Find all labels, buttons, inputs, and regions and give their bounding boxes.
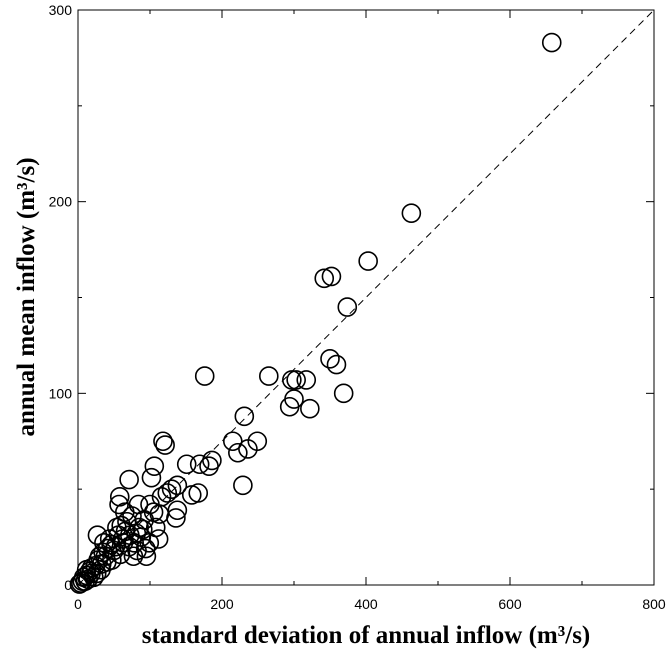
data-points-group <box>69 32 562 594</box>
data-point <box>123 546 144 567</box>
data-point <box>314 268 335 289</box>
ticks-group: 0 200 400 600 800 0 100 200 300 <box>49 2 666 612</box>
data-point <box>141 467 162 488</box>
data-point <box>258 366 279 386</box>
data-point <box>234 406 255 427</box>
data-point <box>112 529 133 549</box>
data-point <box>238 439 258 459</box>
data-point <box>115 502 135 522</box>
data-point <box>321 266 342 287</box>
data-point <box>155 435 175 455</box>
y-tick-label: 300 <box>49 2 73 18</box>
data-point <box>101 534 121 555</box>
y-axis-title: annual mean inflow (m³/s) <box>13 157 40 436</box>
data-point <box>337 297 358 317</box>
x-tick-label: 600 <box>498 596 522 612</box>
x-axis-title: standard deviation of annual inflow (m³/… <box>142 622 591 649</box>
data-point <box>279 396 300 417</box>
data-point <box>401 203 422 223</box>
data-point <box>119 469 139 490</box>
data-point <box>228 442 248 463</box>
data-point <box>541 32 562 53</box>
x-tick-label: 0 <box>74 596 82 612</box>
data-point <box>129 517 149 538</box>
data-point <box>320 349 340 369</box>
data-point <box>144 456 165 476</box>
x-tick-label: 800 <box>642 596 666 612</box>
data-point <box>282 370 302 390</box>
data-point <box>91 559 111 580</box>
data-point <box>286 370 306 390</box>
data-point <box>161 479 182 499</box>
x-tick-label: 400 <box>354 596 378 612</box>
data-point <box>157 483 178 503</box>
data-point <box>189 454 210 475</box>
data-point <box>131 527 152 547</box>
data-point <box>109 487 130 507</box>
data-point <box>167 475 188 496</box>
data-point <box>124 533 144 553</box>
reference-line-group <box>77 9 655 586</box>
data-point <box>358 251 378 271</box>
data-point <box>223 431 243 452</box>
y-tick-label: 100 <box>49 385 73 401</box>
data-point <box>87 525 108 545</box>
data-point <box>176 454 197 475</box>
data-point <box>233 475 253 496</box>
data-point <box>94 533 114 553</box>
y-tick-label: 200 <box>49 194 73 210</box>
data-point <box>181 485 202 505</box>
data-point <box>199 456 219 476</box>
data-point <box>153 431 173 452</box>
reference-line <box>77 9 655 586</box>
data-point <box>81 563 101 584</box>
data-point <box>296 370 317 390</box>
x-tick-label: 200 <box>210 596 234 612</box>
data-point <box>107 517 127 538</box>
y-tick-label: 0 <box>64 577 72 593</box>
data-point <box>136 546 157 567</box>
data-point <box>333 383 354 404</box>
data-point <box>326 354 347 375</box>
data-point <box>76 559 97 580</box>
data-point <box>300 398 320 419</box>
data-point <box>194 366 215 386</box>
